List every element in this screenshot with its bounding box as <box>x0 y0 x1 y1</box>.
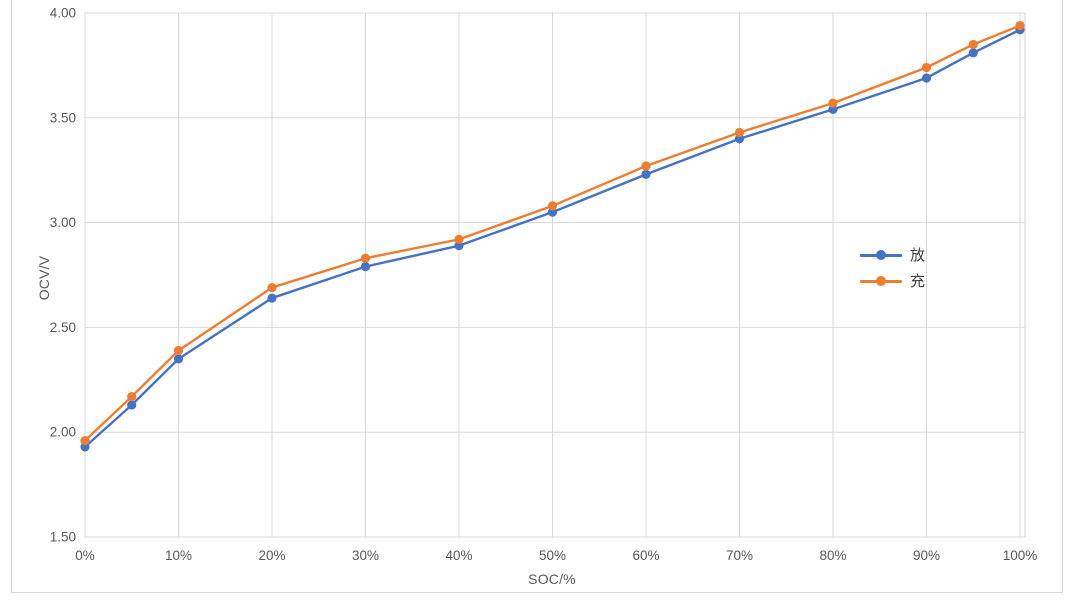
series-marker-0 <box>828 104 838 115</box>
series-marker-0 <box>80 442 90 452</box>
legend: 放 充 <box>860 244 925 292</box>
series-marker-1 <box>80 435 90 446</box>
series-marker-1 <box>828 98 838 108</box>
legend-item-discharge: 放 <box>860 244 925 266</box>
x-tick-label: 60% <box>632 548 659 563</box>
series-marker-0 <box>968 48 978 58</box>
y-tick-label: 3.50 <box>50 110 76 125</box>
y-tick-label: 1.50 <box>50 530 76 545</box>
x-tick-label: 70% <box>726 548 753 563</box>
series-marker-0 <box>734 134 745 144</box>
series-marker-0 <box>173 354 184 364</box>
series-marker-1 <box>454 234 464 244</box>
series-marker-0 <box>360 262 371 272</box>
series-marker-0 <box>547 207 558 217</box>
x-tick-label: 50% <box>539 548 566 563</box>
y-tick-label: 2.50 <box>50 320 76 335</box>
legend-label-discharge: 放 <box>910 246 926 264</box>
x-tick-label: 10% <box>165 548 192 563</box>
legend-item-charge: 充 <box>860 270 925 292</box>
series-marker-1 <box>1015 20 1025 31</box>
x-tick-label: 40% <box>445 548 472 563</box>
y-tick-label: 2.00 <box>50 425 76 440</box>
x-tick-label: 100% <box>1003 548 1038 563</box>
series-marker-0 <box>267 293 277 303</box>
x-tick-label: 20% <box>258 548 285 563</box>
series-marker-0 <box>641 169 651 179</box>
series-marker-1 <box>921 62 932 73</box>
x-tick-label: 80% <box>819 548 846 563</box>
series-marker-0 <box>454 241 464 251</box>
series-marker-1 <box>547 201 558 211</box>
x-axis-title: SOC/% <box>528 571 576 587</box>
series-marker-1 <box>127 391 137 402</box>
x-tick-label: 0% <box>75 548 95 563</box>
series-marker-1 <box>267 282 277 293</box>
charge-series-marker-icon <box>860 275 902 287</box>
series-marker-0 <box>921 73 932 83</box>
y-tick-label: 4.00 <box>50 6 76 21</box>
series-marker-0 <box>127 400 137 410</box>
y-tick-label: 3.00 <box>50 215 76 230</box>
series-marker-1 <box>360 253 371 263</box>
discharge-series-marker-icon <box>860 249 902 261</box>
chart-outer-frame <box>11 0 1063 593</box>
legend-label-charge: 充 <box>910 272 926 290</box>
x-tick-label: 90% <box>913 548 940 563</box>
y-axis-title: OCV/V <box>36 255 52 301</box>
series-marker-1 <box>968 39 978 50</box>
series-marker-1 <box>173 345 184 356</box>
series-marker-1 <box>641 161 651 171</box>
x-tick-label: 30% <box>352 548 379 563</box>
series-marker-1 <box>734 127 745 138</box>
